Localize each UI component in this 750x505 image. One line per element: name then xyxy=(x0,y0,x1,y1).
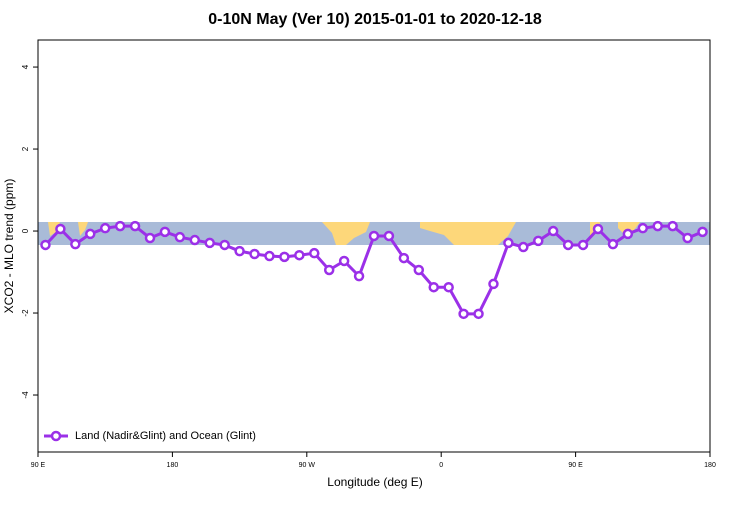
y-tick-label: 4 xyxy=(21,64,30,69)
data-point xyxy=(473,308,484,320)
data-point xyxy=(249,248,260,260)
data-point xyxy=(323,264,335,276)
data-point xyxy=(458,308,469,320)
plot-frame xyxy=(37,39,711,453)
data-point xyxy=(652,220,663,232)
data-point xyxy=(607,238,619,250)
y-tick-label: -2 xyxy=(21,309,30,317)
data-point xyxy=(40,239,51,251)
data-point xyxy=(114,220,126,232)
x-axis-label: Longitude (deg E) xyxy=(327,475,422,489)
x-tick-label: 0 xyxy=(439,462,443,469)
data-point xyxy=(577,239,589,251)
y-tick-label: -4 xyxy=(21,391,30,399)
y-axis-label: XCO2 - MLO trend (ppm) xyxy=(2,179,16,314)
x-tick-label: 90 E xyxy=(568,462,583,469)
data-point xyxy=(55,223,66,235)
data-point xyxy=(413,264,425,276)
data-point xyxy=(547,225,559,237)
data-point xyxy=(667,220,678,232)
x-tick-label: 180 xyxy=(167,462,179,469)
data-point xyxy=(264,250,275,262)
data-point xyxy=(309,247,320,259)
data-point xyxy=(697,226,708,238)
data-point xyxy=(294,249,305,261)
data-point xyxy=(234,245,245,257)
data-point xyxy=(503,237,514,249)
data-point xyxy=(428,281,439,293)
data-point xyxy=(518,241,529,253)
data-point xyxy=(159,226,171,238)
data-point xyxy=(189,234,201,246)
data-point xyxy=(533,235,544,247)
data-point xyxy=(353,270,365,282)
data-point xyxy=(85,228,96,240)
x-tick-label: 180 xyxy=(704,462,716,469)
data-point xyxy=(592,223,604,235)
chart-title: 0-10N May (Ver 10) 2015-01-01 to 2020-12… xyxy=(208,11,542,28)
data-point xyxy=(562,239,574,251)
x-tick-label: 90 W xyxy=(299,462,316,469)
data-point xyxy=(174,231,186,243)
data-point xyxy=(219,239,230,251)
data-point xyxy=(398,252,410,264)
data-point xyxy=(279,251,290,263)
data-point xyxy=(383,230,395,242)
data-point xyxy=(204,237,215,249)
data-point xyxy=(144,232,156,244)
data-point xyxy=(368,230,380,242)
data-point xyxy=(99,222,111,234)
x-tick-label: 90 E xyxy=(31,462,46,469)
data-point xyxy=(338,255,350,267)
data-point xyxy=(488,278,499,290)
y-tick-label: 2 xyxy=(21,146,30,151)
data-point xyxy=(622,228,634,240)
y-tick-label: 0 xyxy=(21,228,30,233)
data-point xyxy=(637,222,649,234)
legend-label: Land (Nadir&Glint) and Ocean (Glint) xyxy=(75,430,256,442)
data-point xyxy=(443,281,454,293)
data-point xyxy=(682,232,693,244)
data-point xyxy=(70,238,81,250)
legend-marker xyxy=(50,430,62,442)
data-point xyxy=(129,220,141,232)
